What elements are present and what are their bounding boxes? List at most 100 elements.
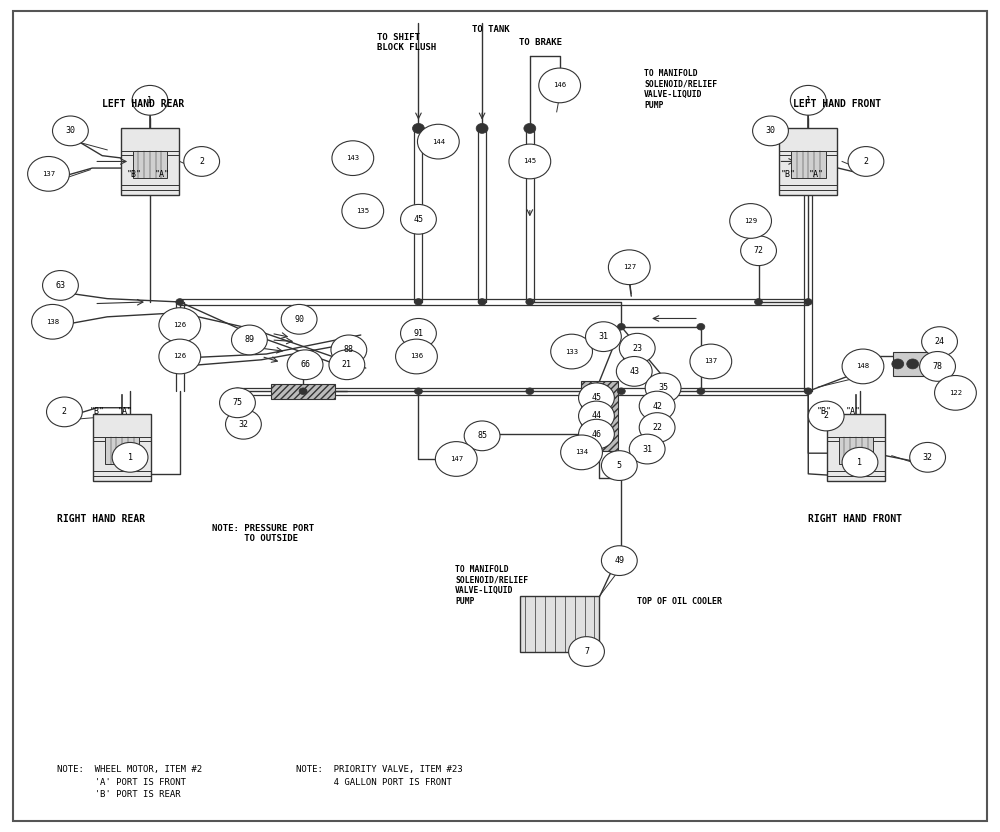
Text: 66: 66 (300, 360, 310, 369)
Circle shape (184, 146, 220, 176)
Text: RIGHT HAND FRONT: RIGHT HAND FRONT (808, 514, 902, 524)
Text: 1: 1 (128, 453, 133, 462)
Text: 2: 2 (824, 412, 829, 420)
Circle shape (132, 86, 168, 115)
Circle shape (329, 350, 365, 379)
FancyBboxPatch shape (839, 438, 873, 464)
Circle shape (47, 397, 82, 427)
Bar (581, 381, 618, 451)
Circle shape (526, 388, 534, 394)
Text: 1: 1 (147, 96, 152, 105)
Circle shape (579, 401, 614, 431)
Circle shape (233, 388, 241, 394)
Text: 129: 129 (744, 218, 757, 224)
Text: 46: 46 (591, 429, 601, 438)
Circle shape (907, 359, 919, 369)
Text: 7: 7 (584, 647, 589, 656)
Circle shape (619, 334, 655, 363)
Circle shape (281, 305, 317, 334)
Circle shape (332, 141, 374, 176)
Circle shape (690, 344, 732, 379)
Text: 127: 127 (623, 265, 636, 270)
Text: 78: 78 (933, 362, 943, 371)
FancyBboxPatch shape (133, 151, 167, 178)
FancyBboxPatch shape (827, 414, 885, 481)
Bar (520, 597, 599, 652)
Text: 23: 23 (632, 344, 642, 353)
Text: TO TANK: TO TANK (472, 25, 510, 34)
Circle shape (892, 359, 904, 369)
Text: 2: 2 (62, 408, 67, 416)
Text: 138: 138 (46, 319, 59, 324)
Circle shape (287, 350, 323, 379)
Text: 89: 89 (244, 335, 254, 344)
Circle shape (32, 305, 73, 339)
Circle shape (920, 352, 955, 381)
Bar (623, 357, 645, 375)
Text: 49: 49 (614, 556, 624, 565)
Text: 126: 126 (173, 354, 186, 359)
Circle shape (401, 205, 436, 234)
Circle shape (697, 388, 705, 394)
Circle shape (417, 124, 459, 159)
Circle shape (922, 327, 957, 356)
Text: 75: 75 (232, 399, 242, 408)
Circle shape (629, 434, 665, 464)
Text: TO BRAKE: TO BRAKE (519, 38, 562, 47)
Text: 148: 148 (856, 364, 870, 369)
Text: "B": "B" (89, 407, 104, 415)
Text: 32: 32 (923, 453, 933, 462)
Circle shape (159, 339, 201, 374)
Circle shape (176, 299, 184, 305)
Text: 2: 2 (863, 157, 868, 166)
Circle shape (464, 421, 500, 451)
Circle shape (414, 299, 422, 305)
Circle shape (28, 156, 69, 191)
Circle shape (804, 299, 812, 305)
Circle shape (579, 383, 614, 413)
Circle shape (524, 123, 536, 133)
Text: 1: 1 (806, 96, 811, 105)
Text: 72: 72 (754, 246, 764, 255)
Text: 31: 31 (642, 444, 652, 453)
Text: 22: 22 (652, 423, 662, 432)
Circle shape (842, 448, 878, 478)
Text: 90: 90 (294, 314, 304, 324)
Text: 85: 85 (477, 431, 487, 440)
Text: 43: 43 (629, 367, 639, 376)
Circle shape (43, 270, 78, 300)
Text: 146: 146 (553, 82, 566, 88)
Circle shape (220, 388, 255, 418)
Circle shape (539, 68, 581, 103)
Circle shape (551, 334, 592, 369)
Circle shape (922, 359, 934, 369)
Text: "A": "A" (155, 171, 170, 179)
Text: 91: 91 (413, 329, 423, 338)
Text: 144: 144 (432, 139, 445, 145)
Circle shape (412, 123, 424, 133)
Circle shape (159, 308, 201, 343)
Text: 134: 134 (575, 449, 588, 455)
Circle shape (639, 391, 675, 421)
Text: "A": "A" (846, 407, 861, 415)
Circle shape (601, 451, 637, 480)
Text: "B": "B" (127, 171, 142, 179)
Text: 143: 143 (346, 155, 359, 161)
Circle shape (755, 299, 763, 305)
Circle shape (808, 401, 844, 431)
Circle shape (697, 324, 705, 330)
Text: "A": "A" (808, 171, 823, 179)
Text: 137: 137 (42, 171, 55, 177)
Text: 1: 1 (857, 458, 862, 467)
Text: 5: 5 (617, 461, 622, 470)
Text: 42: 42 (652, 402, 662, 410)
Circle shape (112, 443, 148, 473)
Circle shape (910, 443, 946, 473)
FancyBboxPatch shape (93, 414, 151, 481)
Circle shape (753, 116, 788, 146)
Circle shape (579, 419, 614, 449)
Circle shape (848, 146, 884, 176)
Circle shape (804, 388, 812, 394)
Circle shape (842, 349, 884, 384)
Text: 4 GALLON PORT IS FRONT: 4 GALLON PORT IS FRONT (296, 778, 452, 786)
